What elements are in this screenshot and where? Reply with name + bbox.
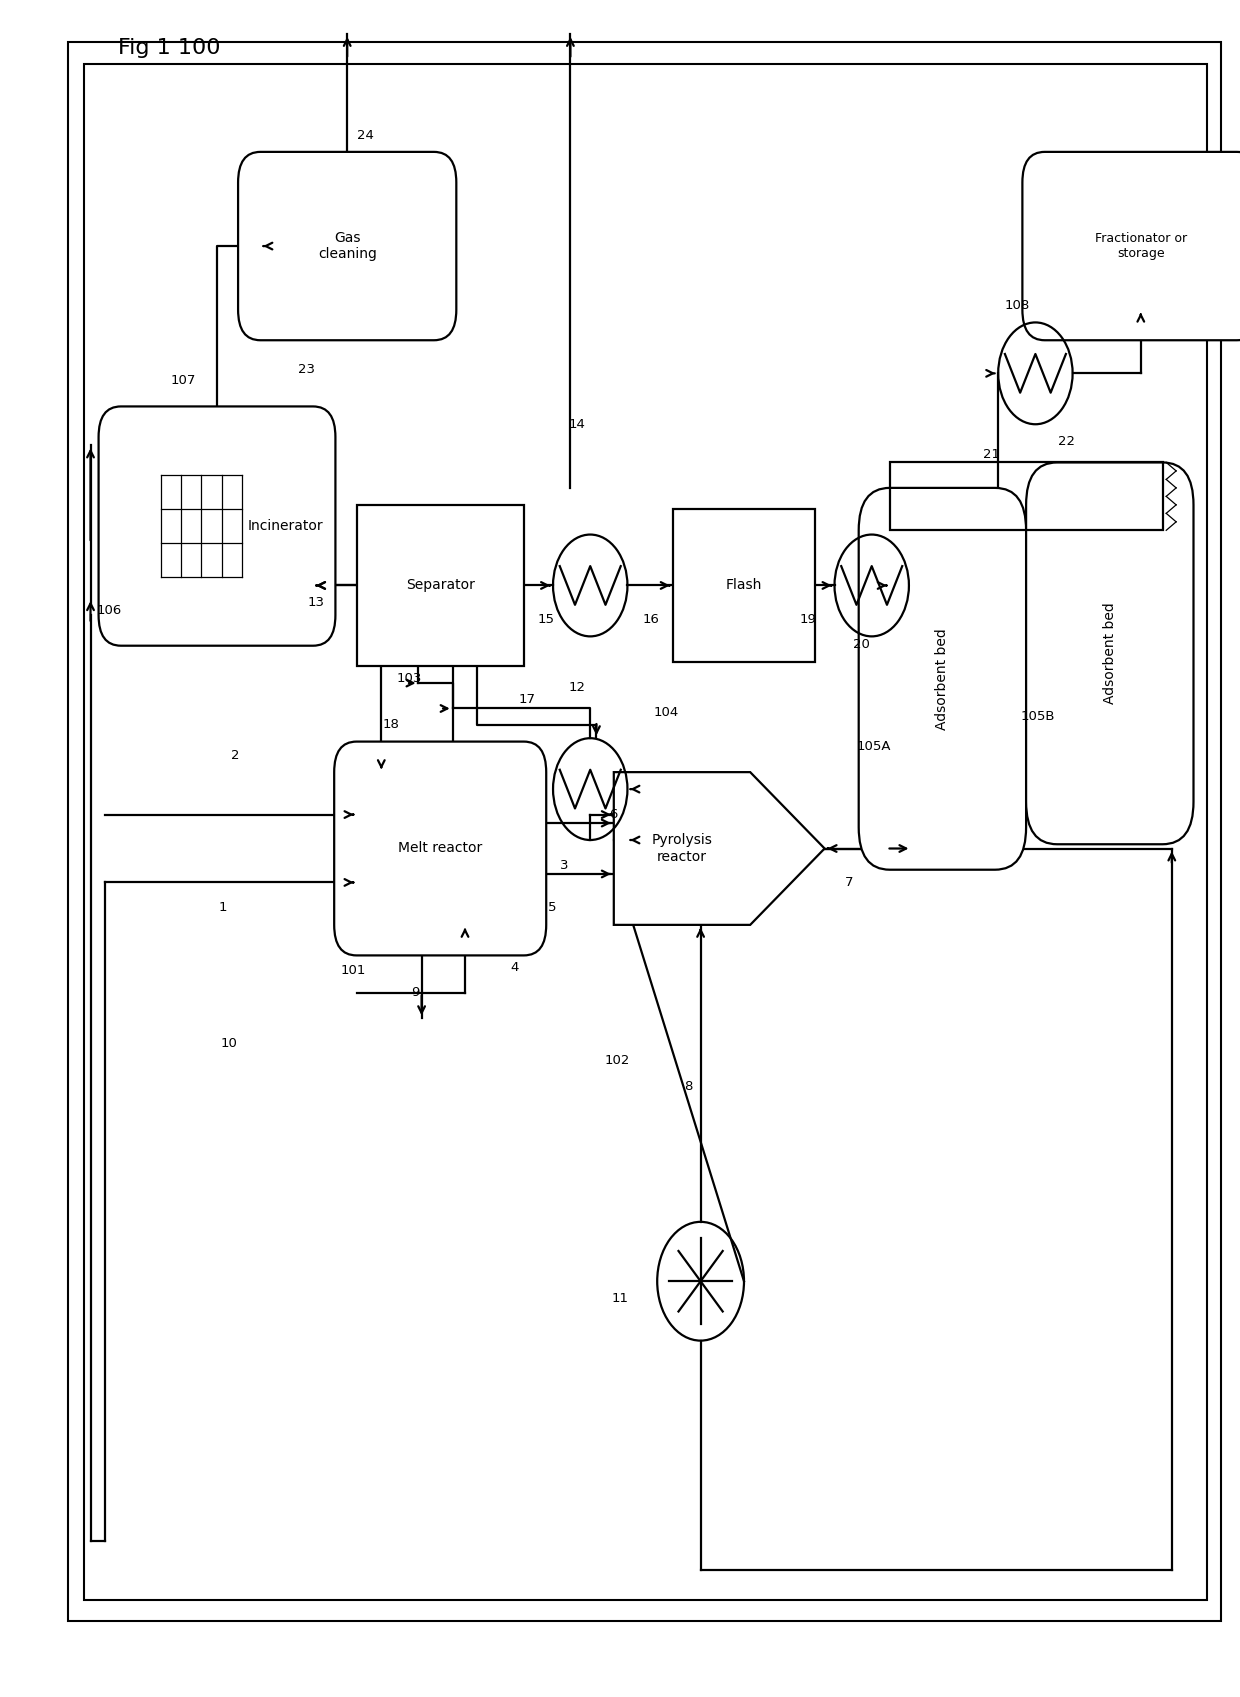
Text: Incinerator: Incinerator [248, 519, 324, 533]
Text: 18: 18 [382, 718, 399, 731]
Text: Pyrolysis
reactor: Pyrolysis reactor [651, 833, 713, 864]
Text: 108: 108 [1004, 299, 1029, 312]
Text: Fig 1 100: Fig 1 100 [118, 37, 221, 58]
Text: 105A: 105A [857, 740, 892, 753]
Text: 4: 4 [511, 961, 518, 974]
FancyBboxPatch shape [238, 153, 456, 339]
Text: 21: 21 [983, 448, 1001, 462]
Text: 9: 9 [412, 986, 419, 1000]
Text: Adsorbent bed: Adsorbent bed [1102, 602, 1117, 704]
Text: 8: 8 [684, 1079, 692, 1093]
Text: Flash: Flash [725, 579, 763, 592]
FancyBboxPatch shape [357, 506, 523, 665]
FancyBboxPatch shape [1025, 463, 1193, 845]
FancyBboxPatch shape [98, 407, 335, 647]
Text: 24: 24 [357, 129, 374, 143]
Text: 107: 107 [171, 373, 196, 387]
FancyBboxPatch shape [858, 489, 1025, 871]
Text: 2: 2 [232, 748, 239, 762]
Text: 17: 17 [518, 692, 536, 706]
Text: Fractionator or
storage: Fractionator or storage [1095, 232, 1187, 260]
Text: Adsorbent bed: Adsorbent bed [935, 628, 950, 730]
Text: 10: 10 [221, 1037, 238, 1050]
Text: 103: 103 [397, 672, 422, 686]
Text: 3: 3 [560, 859, 568, 872]
Text: 5: 5 [548, 901, 556, 915]
Text: 12: 12 [568, 680, 585, 694]
Text: 101: 101 [341, 964, 366, 977]
Text: 22: 22 [1058, 434, 1075, 448]
Text: 16: 16 [642, 613, 660, 626]
FancyBboxPatch shape [1022, 153, 1240, 339]
FancyBboxPatch shape [672, 509, 816, 662]
Text: Gas
cleaning: Gas cleaning [317, 231, 377, 261]
Text: 14: 14 [568, 417, 585, 431]
Text: 105B: 105B [1021, 709, 1055, 723]
Polygon shape [614, 772, 825, 925]
Text: 102: 102 [605, 1054, 630, 1067]
Text: 15: 15 [537, 613, 554, 626]
Text: 6: 6 [610, 808, 618, 821]
Text: 1: 1 [219, 901, 227, 915]
Text: 20: 20 [853, 638, 870, 652]
Text: 104: 104 [653, 706, 678, 720]
Text: 106: 106 [97, 604, 122, 618]
Text: Melt reactor: Melt reactor [398, 842, 482, 855]
Bar [890, 462, 1163, 529]
Text: 19: 19 [800, 613, 817, 626]
FancyBboxPatch shape [334, 742, 546, 955]
Text: 23: 23 [298, 363, 315, 377]
Text: Separator: Separator [405, 579, 475, 592]
Text: 11: 11 [611, 1291, 629, 1305]
Text: 13: 13 [308, 596, 325, 609]
Text: 7: 7 [846, 876, 853, 889]
